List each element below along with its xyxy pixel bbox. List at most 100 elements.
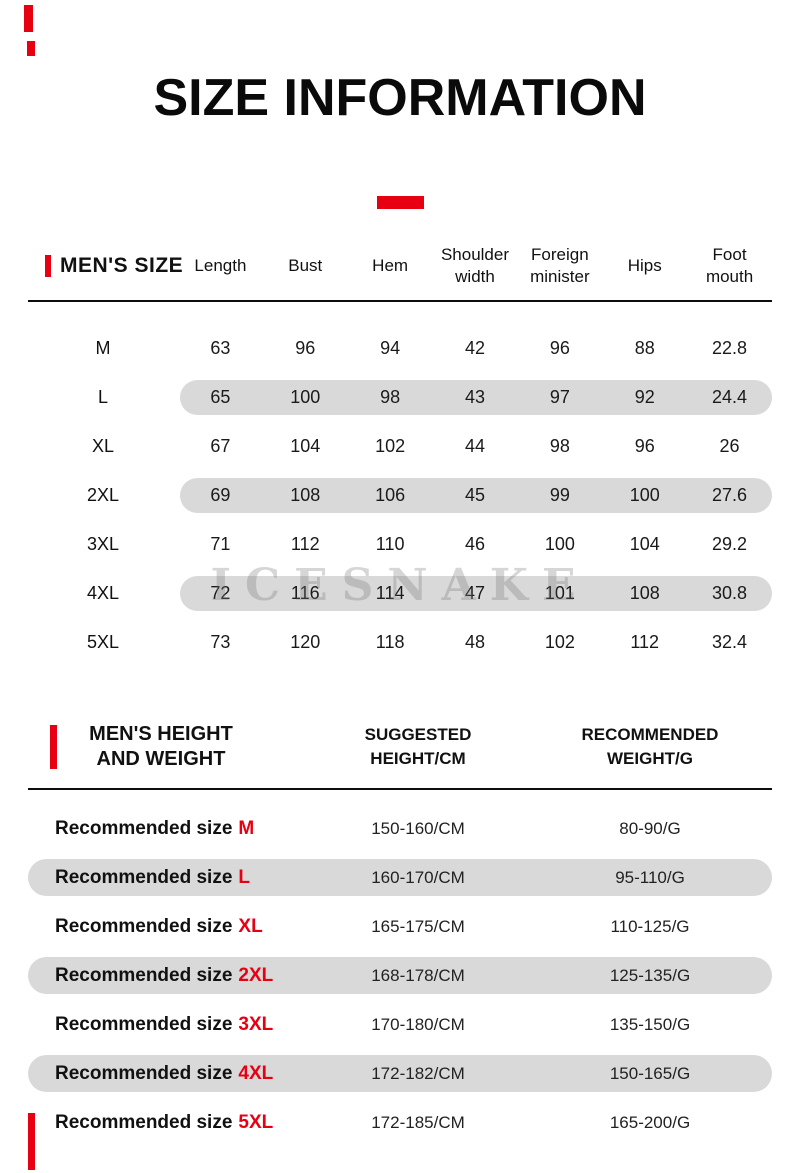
row-highlight	[180, 576, 772, 611]
row-highlight	[28, 957, 772, 994]
size-label: 5XL	[86, 632, 120, 652]
weight-value: 80-90/G	[619, 818, 681, 838]
height-weight-table-header: MEN'S HEIGHT AND WEIGHT SUGGESTED HEIGHT…	[28, 705, 772, 788]
table-cell: 65	[210, 387, 231, 407]
table-cell: 42	[464, 338, 485, 358]
height-weight-table-body: Recommended size M 150-160/CM 80-90/G Rec…	[28, 790, 772, 1147]
decorative-red-mark	[27, 41, 35, 56]
table-cell: 116	[290, 583, 320, 603]
table-cell: 108	[629, 583, 660, 603]
table-cell: 48	[464, 632, 485, 652]
table-cell: 114	[375, 583, 405, 603]
table-row-l: Recommended size L 160-170/CM 95-110/G	[28, 853, 772, 902]
table-cell: 27.6	[712, 485, 748, 505]
row-label-size: XL	[238, 915, 263, 937]
table-cell: 106	[375, 485, 406, 505]
table-cell: 98	[380, 387, 401, 407]
table-row-4xl: 4XL 72 116 114 47 101 108 30.8	[28, 569, 772, 618]
table-cell: 45	[464, 485, 485, 505]
table-cell: 32.4	[712, 632, 748, 652]
table-cell: 92	[634, 387, 655, 407]
table-row-3xl: 3XL 71 112 110 46 100 104 29.2	[28, 520, 772, 569]
table-cell: 101	[544, 583, 575, 603]
weight-value: 125-135/G	[609, 965, 691, 985]
mens-size-table-body: M 63 96 94 42 96 88 22.8 L 65 100 98 43 …	[28, 302, 772, 667]
row-label-prefix: Recommended size	[55, 915, 233, 937]
red-accent-bar	[45, 255, 51, 277]
table-cell: 100	[290, 387, 321, 407]
table-cell: 97	[549, 387, 570, 407]
column-header-length: Length	[194, 255, 247, 275]
height-value: 168-178/CM	[371, 965, 465, 985]
row-label: Recommended size 4XL	[28, 1063, 308, 1085]
table-cell: 24.4	[712, 387, 748, 407]
height-weight-table: MEN'S HEIGHT AND WEIGHT SUGGESTED HEIGHT…	[28, 705, 772, 1147]
decorative-red-mark	[28, 1113, 35, 1170]
header-divider	[28, 300, 772, 302]
height-value: 170-180/CM	[371, 1014, 465, 1034]
mens-size-table: MEN'S SIZE Length Bust Hem Shoulder widt…	[28, 232, 772, 667]
row-label-size: 5XL	[238, 1111, 274, 1133]
column-header-bust: Bust	[288, 255, 323, 275]
row-label-prefix: Recommended size	[55, 866, 233, 888]
height-value: 172-182/CM	[371, 1063, 465, 1083]
table-cell: 112	[630, 632, 660, 652]
weight-value: 135-150/G	[609, 1014, 691, 1034]
table-row-3xl: Recommended size 3XL 170-180/CM 135-150/G	[28, 1000, 772, 1049]
row-label-size: L	[238, 866, 251, 888]
row-highlight	[180, 478, 772, 513]
row-label: Recommended size XL	[28, 916, 308, 938]
red-accent-bar	[50, 724, 57, 769]
size-label: M	[95, 338, 111, 358]
row-label-prefix: Recommended size	[55, 1111, 233, 1133]
table-row-5xl: 5XL 73 120 118 48 102 112 32.4	[28, 618, 772, 667]
table-cell: 110	[375, 534, 405, 554]
row-label-size: 2XL	[238, 964, 274, 986]
weight-value: 165-200/G	[609, 1112, 691, 1132]
row-label: Recommended size M	[28, 818, 308, 840]
table-cell: 104	[629, 534, 660, 554]
table-cell: 96	[549, 338, 570, 358]
height-value: 150-160/CM	[371, 818, 465, 838]
table-row-5xl: Recommended size 5XL 172-185/CM 165-200/G	[28, 1098, 772, 1147]
table-cell: 88	[634, 338, 655, 358]
row-label-size: 4XL	[238, 1062, 274, 1084]
table-row-2xl: Recommended size 2XL 168-178/CM 125-135/G	[28, 951, 772, 1000]
table-cell: 98	[549, 436, 570, 456]
column-header-foot-mouth: Foot mouth	[705, 244, 754, 286]
title-accent-bar	[377, 196, 424, 209]
row-label: Recommended size 3XL	[28, 1014, 308, 1036]
row-highlight	[180, 380, 772, 415]
page-title: SIZE INFORMATION	[153, 69, 647, 127]
size-label: XL	[91, 436, 115, 456]
row-highlight	[28, 1055, 772, 1092]
row-label-size: 3XL	[238, 1013, 274, 1035]
size-label: 3XL	[86, 534, 120, 554]
table-cell: 73	[210, 632, 231, 652]
row-label: Recommended size L	[28, 867, 308, 889]
table-cell: 63	[210, 338, 231, 358]
weight-value: 95-110/G	[615, 867, 685, 887]
row-label-prefix: Recommended size	[55, 964, 233, 986]
height-value: 172-185/CM	[371, 1112, 465, 1132]
table-row-m: Recommended size M 150-160/CM 80-90/G	[28, 804, 772, 853]
table-row-l: L 65 100 98 43 97 92 24.4	[28, 373, 772, 422]
mens-size-table-header: MEN'S SIZE Length Bust Hem Shoulder widt…	[28, 232, 772, 300]
size-label: 2XL	[86, 485, 120, 505]
table-cell: 67	[210, 436, 231, 456]
row-highlight	[28, 859, 772, 896]
weight-value: 150-165/G	[609, 1063, 691, 1083]
table-cell: 104	[290, 436, 321, 456]
table-cell: 71	[210, 534, 231, 554]
table-cell: 112	[290, 534, 320, 554]
table-cell: 96	[295, 338, 316, 358]
table-cell: 120	[290, 632, 321, 652]
table-cell: 46	[464, 534, 485, 554]
table-cell: 99	[549, 485, 570, 505]
table-row-xl: XL 67 104 102 44 98 96 26	[28, 422, 772, 471]
column-header-recommended-weight: RECOMMENDED WEIGHT/G	[581, 724, 719, 768]
column-header-hem: Hem	[372, 255, 409, 275]
height-value: 165-175/CM	[371, 916, 465, 936]
table-row-2xl: 2XL 69 108 106 45 99 100 27.6	[28, 471, 772, 520]
section-title-text: MEN'S SIZE	[60, 254, 184, 277]
